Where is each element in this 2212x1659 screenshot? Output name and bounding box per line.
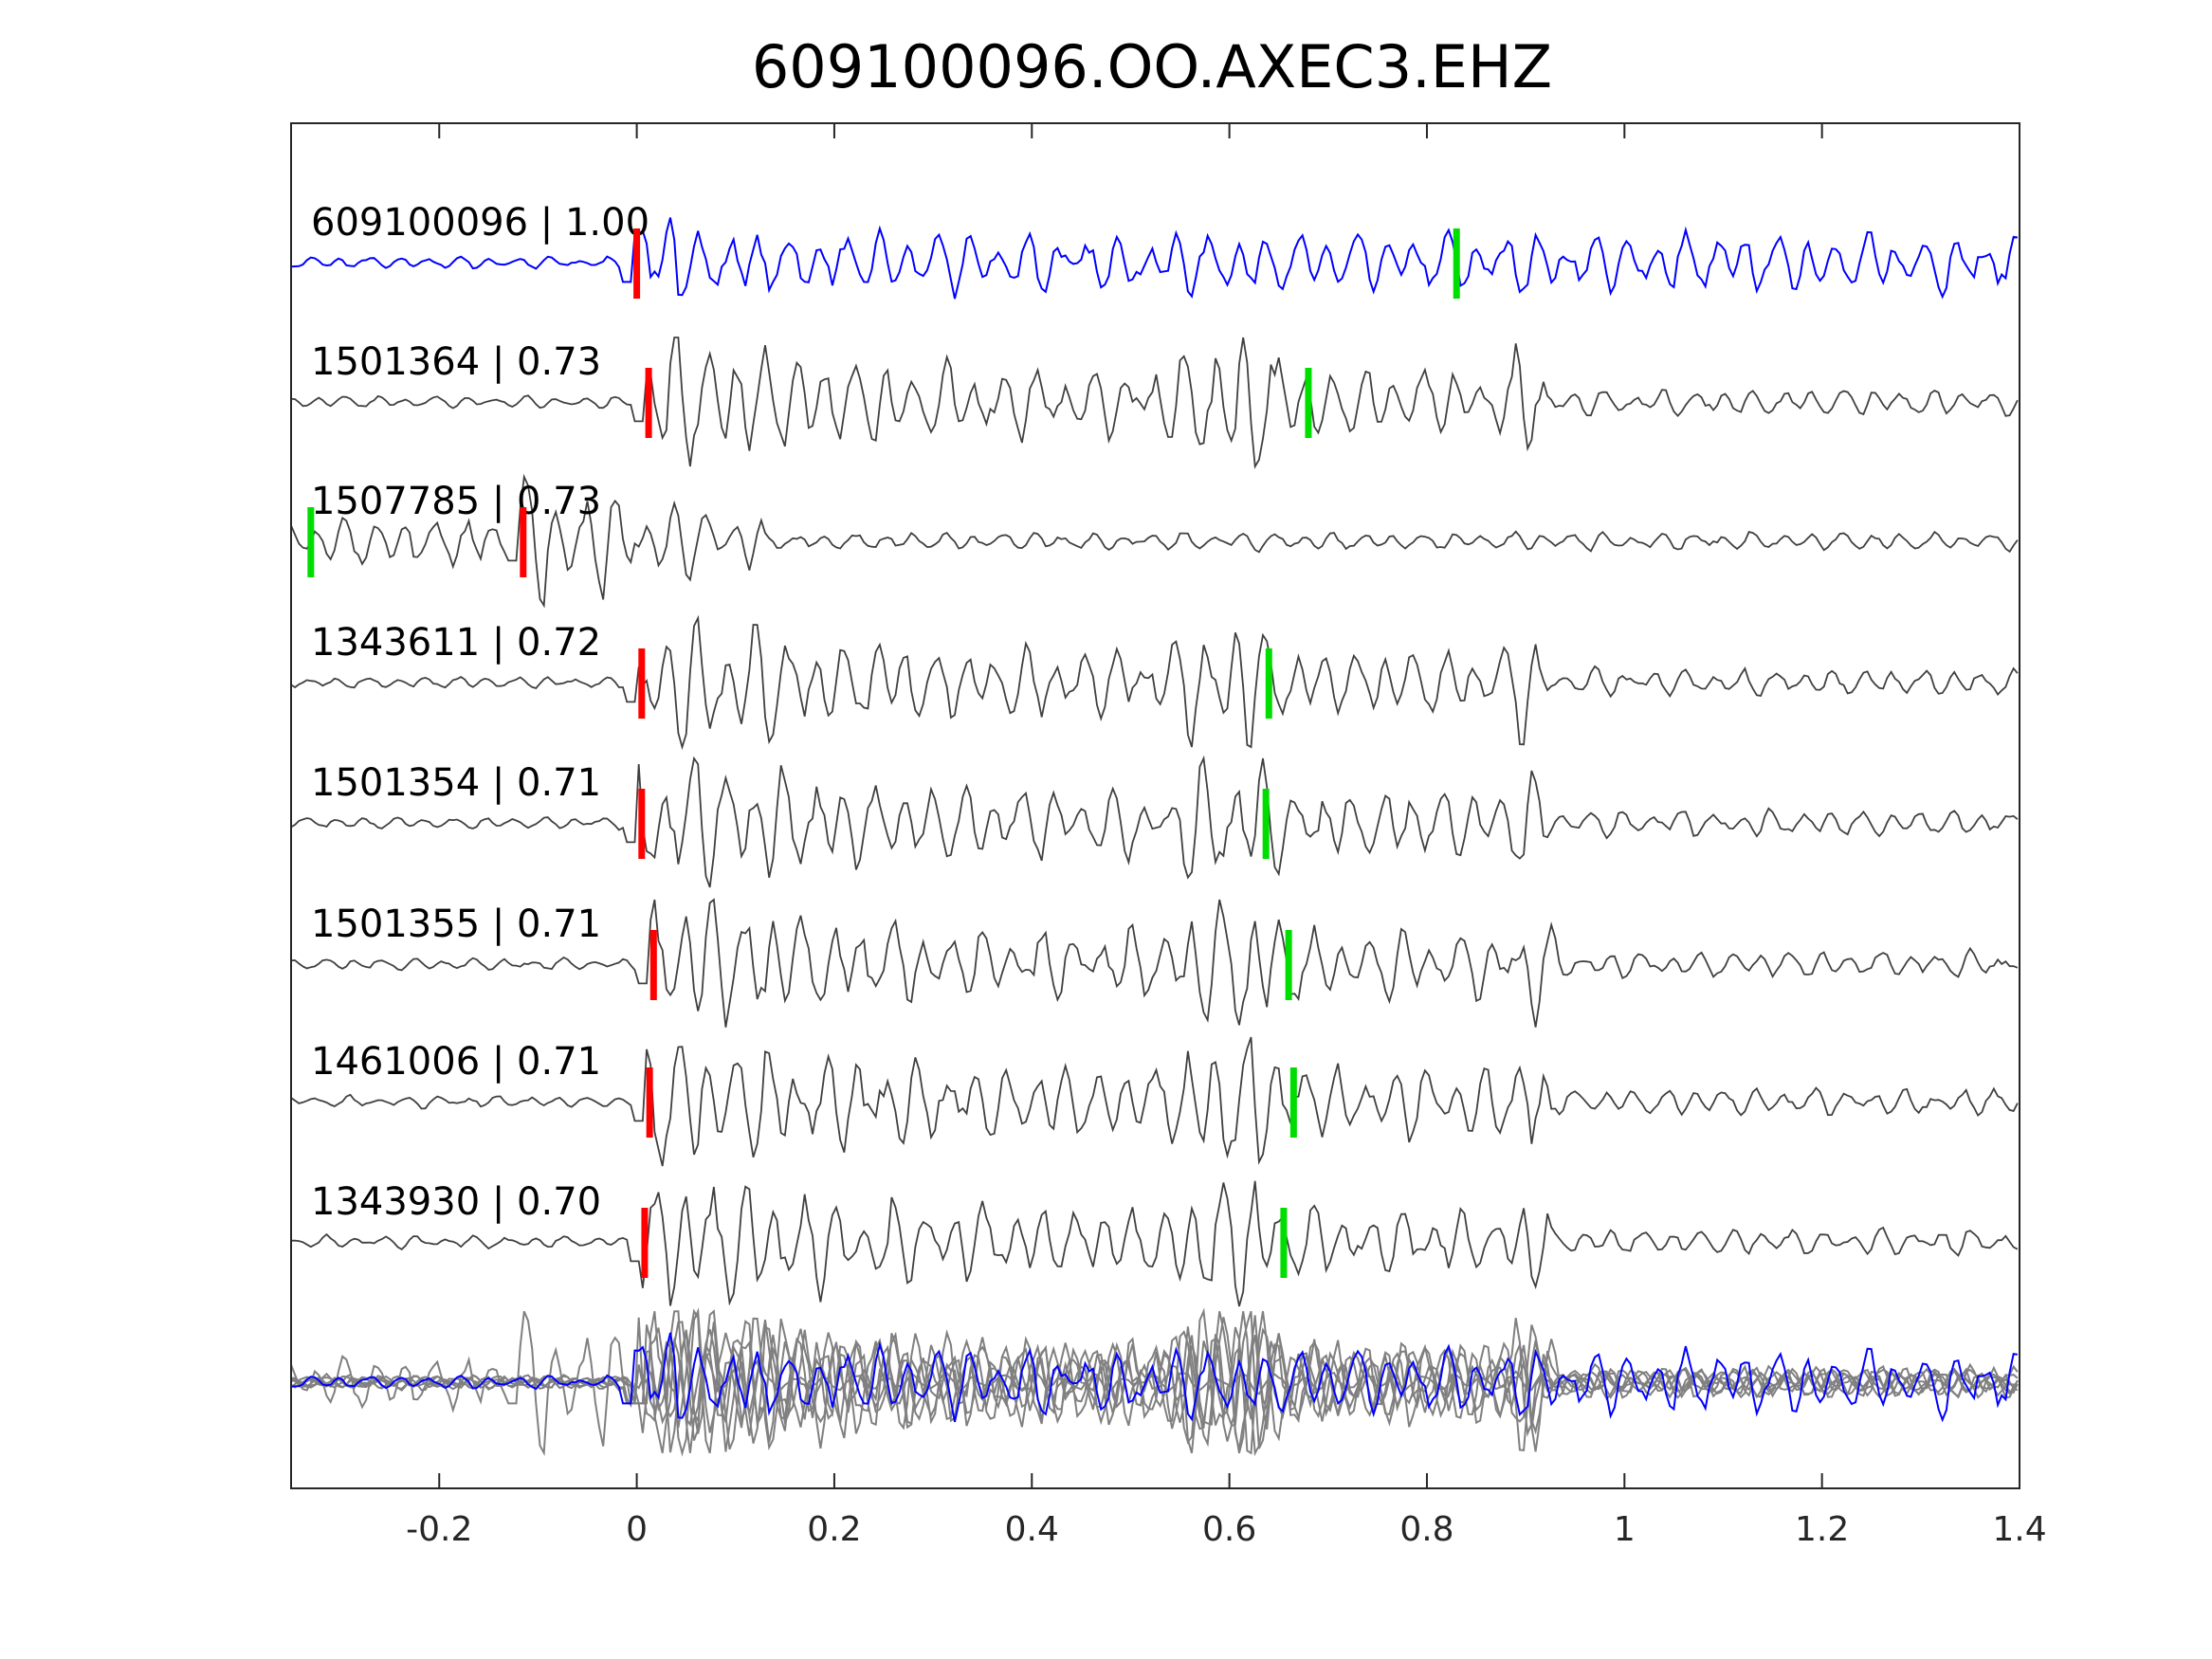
x-tick-label: 0.2 <box>807 1510 861 1549</box>
p-pick-marker <box>649 930 657 1000</box>
plot-frame <box>290 122 2020 1489</box>
trace-label: 1461006 | 0.71 <box>311 1040 601 1084</box>
waveform-trace-1343930 <box>290 1180 2019 1307</box>
s-pick-marker <box>1453 228 1460 299</box>
waveform-trace-1461006 <box>290 1036 2019 1167</box>
p-pick-marker <box>638 789 646 859</box>
stack-trace-template <box>290 1332 2019 1423</box>
x-tick-label: -0.2 <box>406 1510 472 1549</box>
s-pick-marker <box>1262 789 1270 859</box>
x-tick-label: 0 <box>626 1510 648 1549</box>
p-pick-marker <box>520 507 527 577</box>
trace-labels: 609100096 | 1.00 1501364 | 0.73 1507785 | … <box>311 201 649 1224</box>
waveform-trace-1343611 <box>290 614 2019 751</box>
waveform-trace-1501364 <box>290 337 2019 469</box>
s-pick-marker <box>1289 1067 1297 1138</box>
waveform-trace-609100096 <box>290 217 2019 300</box>
s-pick-marker <box>1305 368 1312 438</box>
p-pick-marker <box>638 648 646 719</box>
x-tick-label: 0.8 <box>1399 1510 1453 1549</box>
waveform-trace-1507785 <box>290 473 2019 609</box>
x-tick-label: 1.2 <box>1795 1510 1849 1549</box>
p-pick-marker <box>646 1067 653 1138</box>
s-pick-marker <box>1265 648 1272 719</box>
x-tick-label: 0.6 <box>1202 1510 1256 1549</box>
picks-group <box>307 228 1460 1278</box>
trace-label: 1343611 | 0.72 <box>311 621 601 665</box>
s-pick-marker <box>307 507 315 577</box>
x-tick-label: 1 <box>1614 1510 1636 1549</box>
stack-trace-1343930 <box>290 1315 2019 1454</box>
trace-label: 1501355 | 0.71 <box>311 902 601 946</box>
trace-label: 1343930 | 0.70 <box>311 1180 601 1224</box>
p-pick-marker <box>641 1208 649 1278</box>
stack-trace-1501364 <box>290 1310 2019 1457</box>
x-tick-label: 0.4 <box>1005 1510 1059 1549</box>
chart-title: 609100096.OO.AXEC3.EHZ <box>752 32 1552 101</box>
trace-label: 609100096 | 1.00 <box>311 201 649 245</box>
trace-label: 1507785 | 0.73 <box>311 480 601 523</box>
x-axis: -0.2 0 0.2 0.4 0.6 0.8 1 1.2 1.4 <box>406 123 2047 1549</box>
traces-group <box>290 217 2019 1457</box>
x-tick-label: 1.4 <box>1992 1510 2046 1549</box>
s-pick-marker <box>1280 1208 1288 1278</box>
p-pick-marker <box>633 228 641 299</box>
waveform-trace-1501354 <box>290 755 2019 888</box>
p-pick-marker <box>645 368 652 438</box>
trace-label: 1501364 | 0.73 <box>311 340 601 384</box>
s-pick-marker <box>1285 930 1292 1000</box>
trace-label: 1501354 | 0.71 <box>311 761 601 805</box>
waveform-trace-1501355 <box>290 898 2019 1028</box>
